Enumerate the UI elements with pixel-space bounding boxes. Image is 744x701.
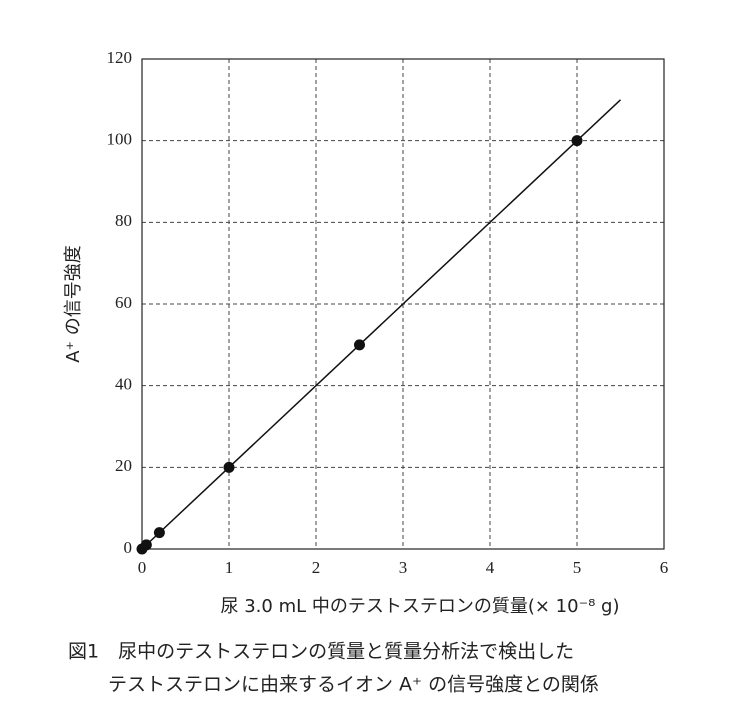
y-tick-label: 40 <box>115 375 132 394</box>
y-tick-label: 20 <box>115 456 132 475</box>
caption-line: テストステロンに由来するイオン A⁺ の信号強度との関係 <box>108 674 599 696</box>
y-tick-label: 100 <box>107 130 133 149</box>
data-point <box>140 539 152 551</box>
y-axis-label: A⁺ の信号強度 <box>63 245 84 363</box>
x-axis-label: 尿 3.0 mL 中のテストステロンの質量(× 10⁻⁸ g) <box>221 596 620 617</box>
data-point <box>223 461 235 473</box>
fit-line <box>141 99 622 550</box>
x-tick-label: 6 <box>660 558 669 577</box>
caption-line: 図1 尿中のテストステロンの質量と質量分析法で検出した <box>68 641 574 663</box>
x-tick-label: 2 <box>312 558 321 577</box>
data-point <box>354 339 365 351</box>
data-point <box>571 135 583 147</box>
x-tick-label: 5 <box>573 558 582 577</box>
y-tick-label: 120 <box>107 48 133 67</box>
data-point <box>153 527 165 539</box>
y-tick-label: 60 <box>115 293 132 312</box>
x-tick-label: 4 <box>486 558 495 577</box>
x-tick-label: 3 <box>399 558 408 577</box>
y-tick-label: 80 <box>115 211 132 230</box>
plot-frame <box>141 58 665 550</box>
x-tick-label: 1 <box>225 558 234 577</box>
x-tick-label: 0 <box>138 558 147 577</box>
y-tick-label: 0 <box>124 538 133 557</box>
